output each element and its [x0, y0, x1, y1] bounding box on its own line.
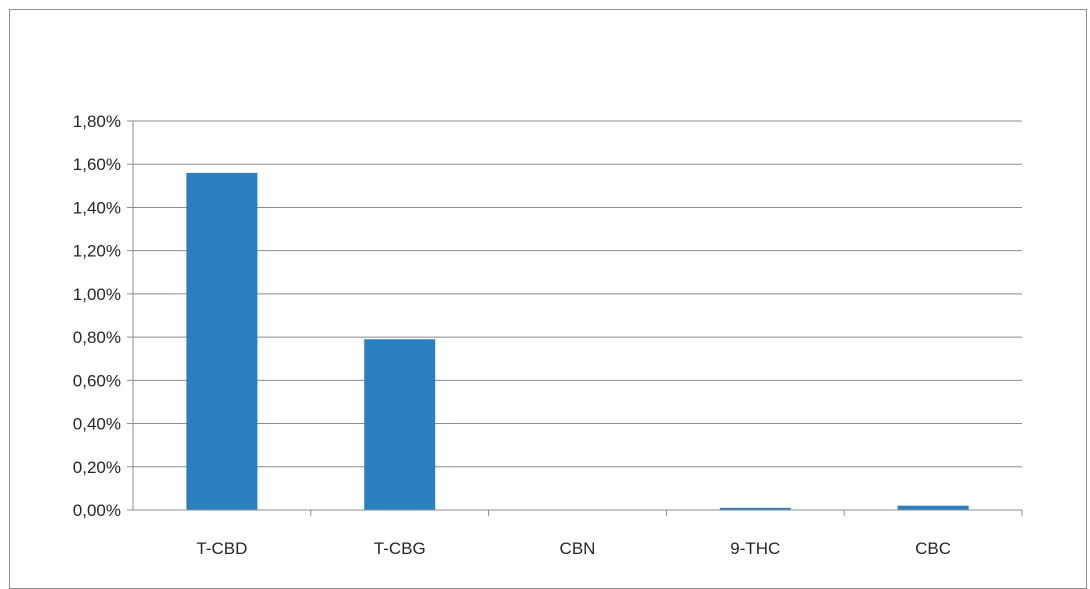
x-tick-label: 9-THC — [730, 539, 780, 558]
y-tick-label: 0,40% — [73, 415, 121, 434]
y-tick-label: 0,00% — [73, 501, 121, 520]
x-tick-label: T-CBD — [196, 539, 247, 558]
tick-labels: 0,00% 0,20% 0,40% 0,60% 0,80% 1,00% 1,20% 1,40%… — [73, 112, 951, 558]
y-tick-label: 1,00% — [73, 285, 121, 304]
bar-t-cbd — [186, 172, 258, 510]
x-tick-label: T-CBG — [374, 539, 426, 558]
axes — [127, 120, 1023, 516]
y-tick-label: 0,60% — [73, 371, 121, 390]
bar-cbc — [897, 505, 969, 510]
x-tick-label: CBN — [560, 539, 596, 558]
y-tick-label: 0,20% — [73, 458, 121, 477]
y-tick-label: 1,80% — [73, 112, 121, 131]
x-tick-label: CBC — [915, 539, 951, 558]
bar-t-cbg — [364, 339, 436, 510]
gridlines — [133, 120, 1022, 468]
y-tick-label: 1,20% — [73, 242, 121, 261]
bar-9-thc — [719, 507, 791, 510]
y-tick-label: 1,60% — [73, 155, 121, 174]
bars — [186, 172, 969, 510]
y-tick-label: 0,80% — [73, 328, 121, 347]
y-tick-label: 1,40% — [73, 198, 121, 217]
bar-chart: 0,00% 0,20% 0,40% 0,60% 0,80% 1,00% 1,20% 1,40%… — [73, 112, 1023, 558]
